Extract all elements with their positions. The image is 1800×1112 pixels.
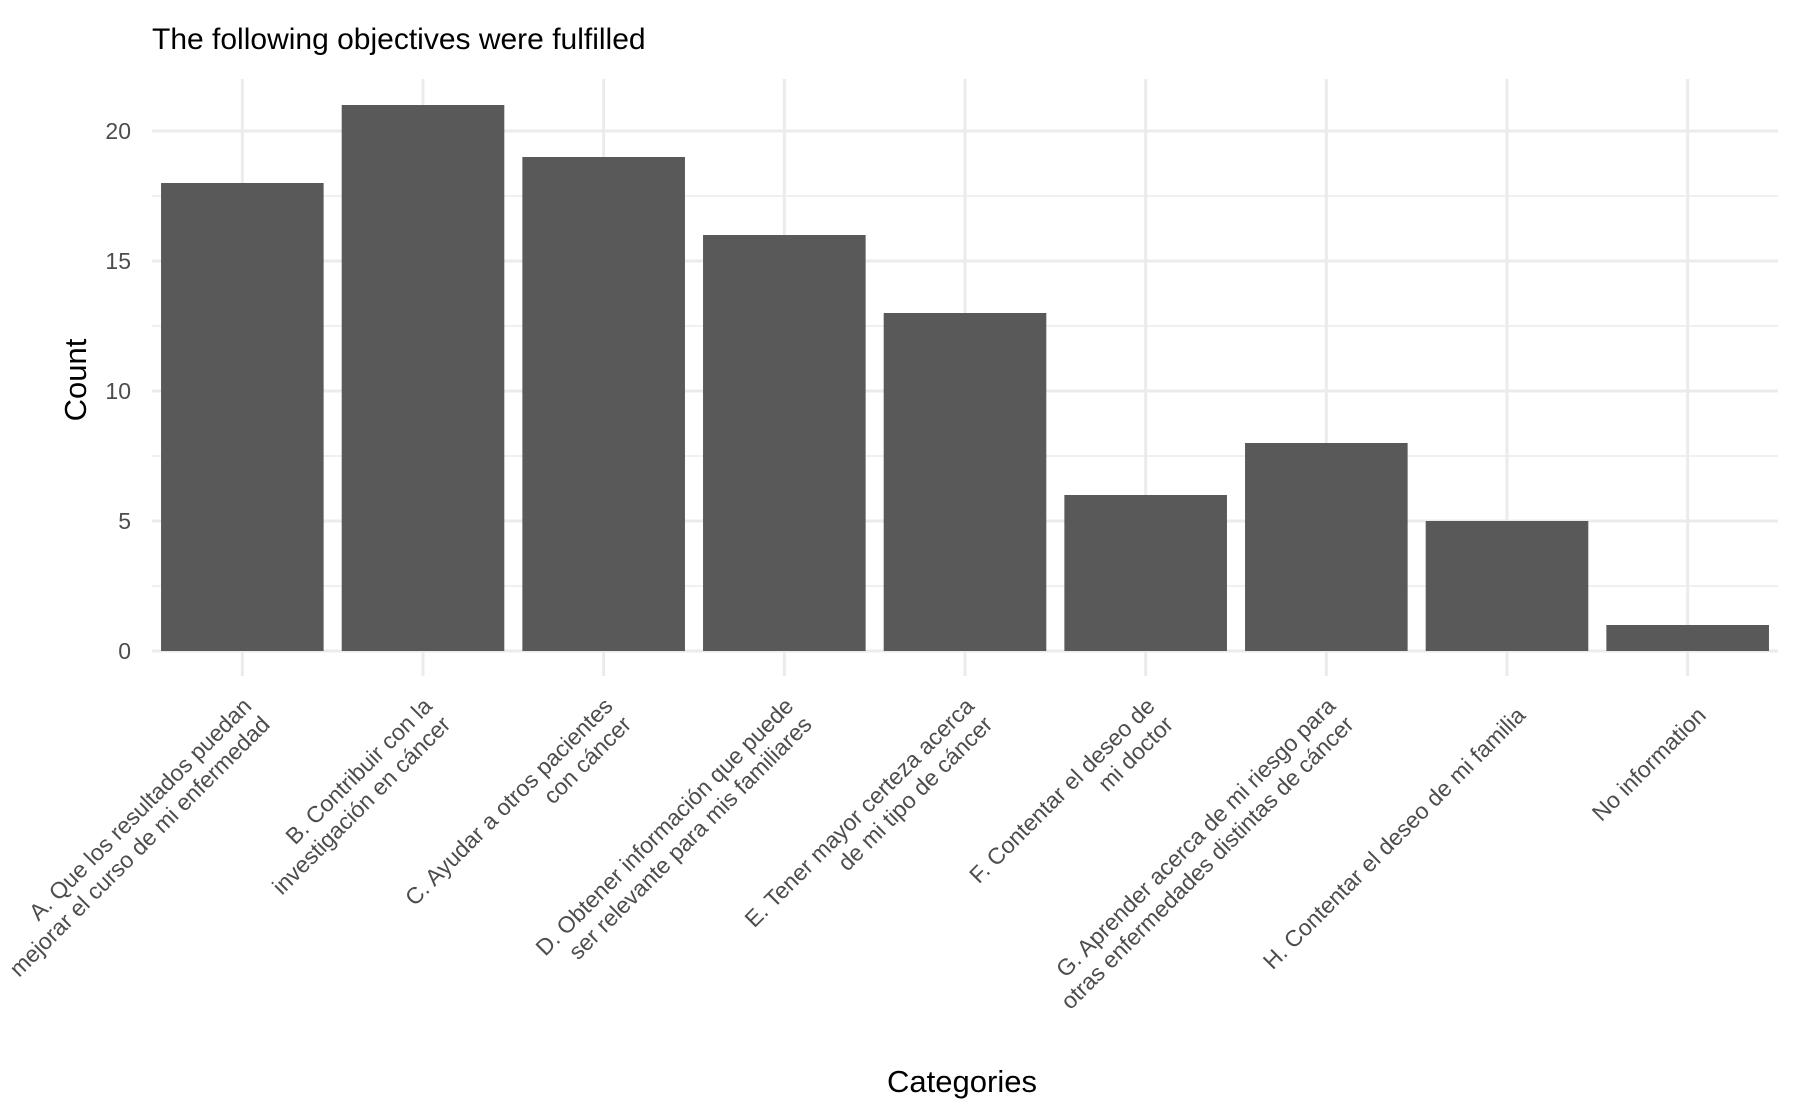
y-tick-label: 20 bbox=[105, 118, 131, 144]
y-tick-label: 0 bbox=[118, 638, 131, 664]
bar bbox=[703, 235, 866, 651]
bar bbox=[1245, 443, 1408, 651]
bar bbox=[161, 183, 324, 651]
y-tick-label: 5 bbox=[118, 508, 131, 534]
x-tick-label-line: A. Que los resultados puedan bbox=[24, 693, 257, 926]
x-tick-label-line: de mi tipo de cáncer bbox=[833, 711, 998, 876]
bar bbox=[1064, 495, 1227, 651]
x-tick-label: G. Aprender acerca de mi riesgo paraotra… bbox=[1051, 692, 1359, 1014]
y-axis-title: Count bbox=[58, 338, 93, 421]
chart-title: The following objectives were fulfilled bbox=[152, 23, 646, 56]
y-axis-ticks: 0 5 10 15 20 bbox=[105, 118, 131, 664]
x-axis-title: Categories bbox=[887, 1064, 1037, 1099]
x-tick-label-line: No information bbox=[1587, 702, 1711, 826]
x-tick-label-line: mejorar el curso de mi enfermedad bbox=[4, 711, 275, 982]
bar bbox=[1425, 521, 1589, 651]
x-tick-label-line: F. Contentar el deseo de bbox=[964, 693, 1160, 889]
bar bbox=[522, 157, 685, 651]
bar bbox=[883, 313, 1047, 651]
y-tick-label: 15 bbox=[105, 248, 131, 274]
bar bbox=[1606, 625, 1769, 651]
x-tick-label: No information bbox=[1587, 702, 1711, 826]
bar bbox=[341, 105, 505, 651]
y-tick-label: 10 bbox=[105, 378, 131, 404]
bars bbox=[161, 105, 1769, 651]
